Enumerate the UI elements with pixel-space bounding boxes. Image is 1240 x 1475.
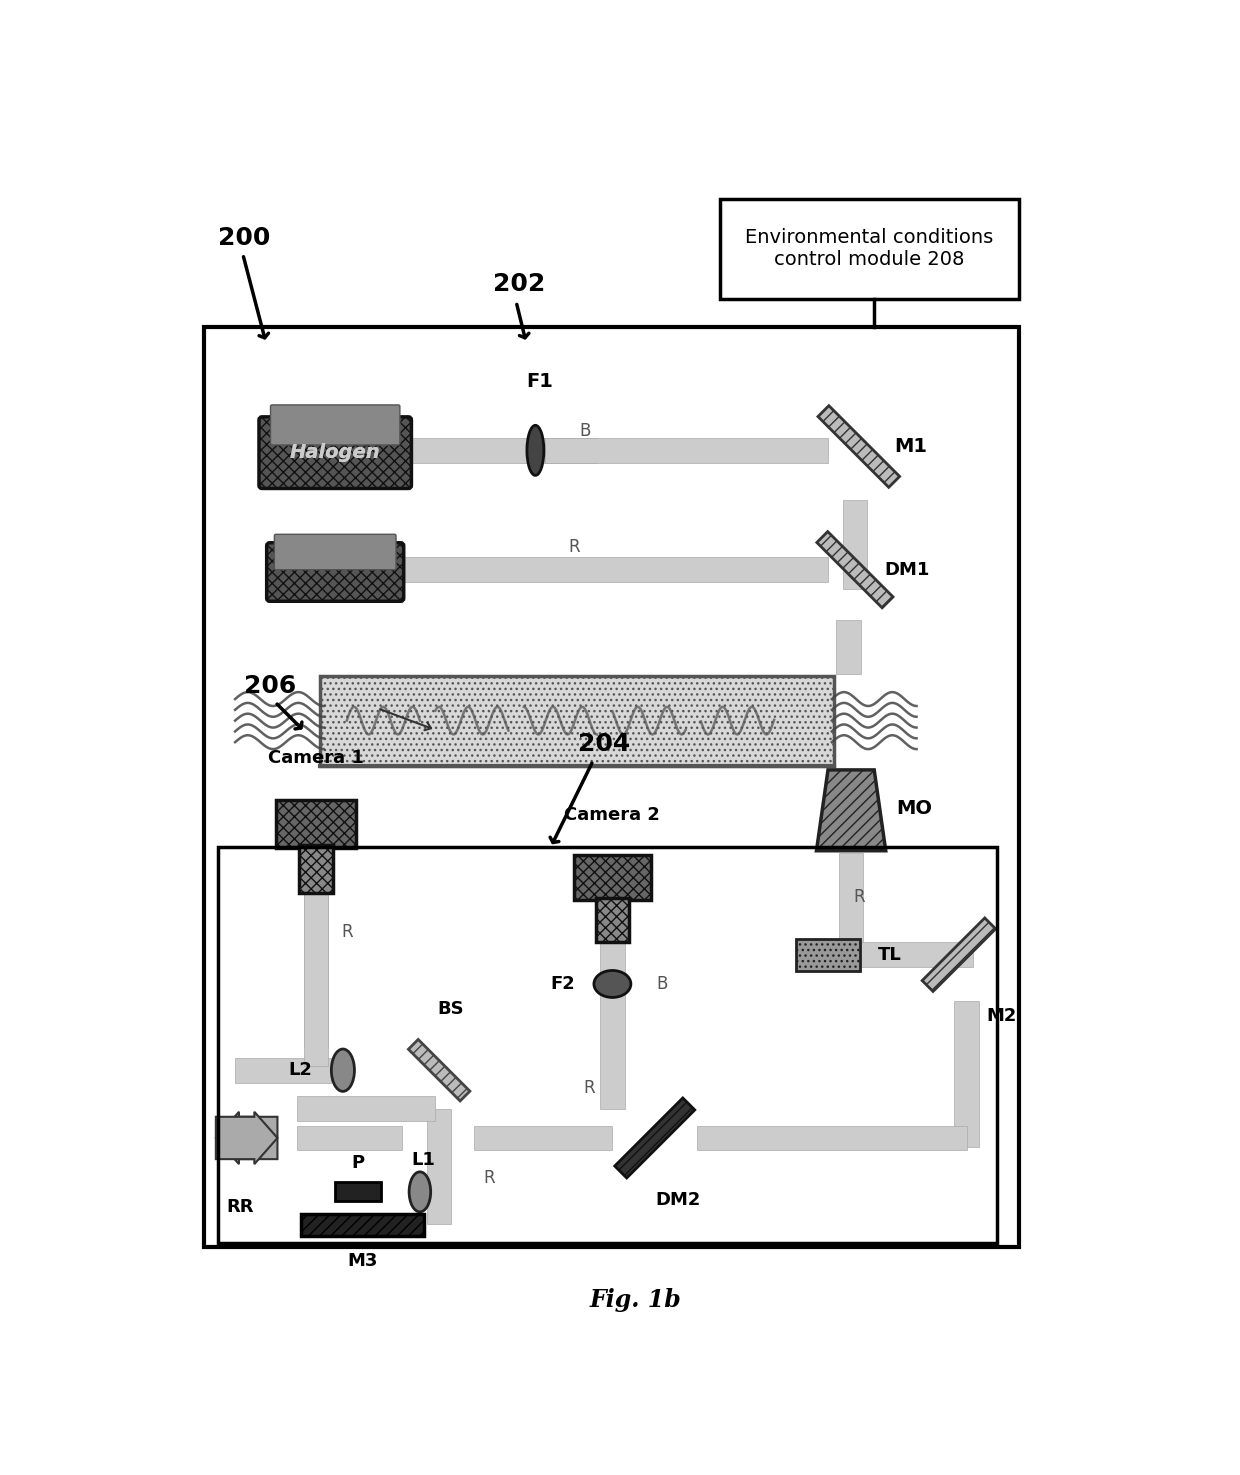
Text: Environmental conditions
control module 208: Environmental conditions control module …: [745, 229, 993, 268]
Text: BS: BS: [438, 1000, 464, 1018]
Text: Halogen: Halogen: [290, 442, 381, 462]
Polygon shape: [474, 1125, 613, 1150]
FancyBboxPatch shape: [277, 799, 356, 848]
Polygon shape: [304, 870, 329, 1047]
FancyBboxPatch shape: [320, 676, 835, 766]
Polygon shape: [296, 1096, 435, 1121]
Text: 200: 200: [218, 226, 270, 249]
Text: R: R: [341, 922, 352, 941]
Polygon shape: [304, 870, 329, 1066]
Text: DM1: DM1: [884, 560, 930, 578]
Polygon shape: [837, 620, 861, 674]
FancyArrow shape: [216, 1112, 278, 1164]
Polygon shape: [600, 922, 625, 1109]
FancyBboxPatch shape: [259, 417, 412, 488]
Ellipse shape: [409, 1171, 430, 1212]
Text: 206: 206: [244, 674, 296, 698]
Ellipse shape: [594, 971, 631, 997]
Text: L1: L1: [412, 1150, 435, 1168]
Polygon shape: [544, 438, 828, 463]
Text: Camera 1: Camera 1: [268, 749, 363, 767]
FancyBboxPatch shape: [267, 543, 404, 602]
Text: 204: 204: [578, 732, 630, 755]
Text: Camera 2: Camera 2: [564, 805, 661, 823]
FancyArrow shape: [216, 1112, 278, 1164]
Ellipse shape: [331, 1049, 355, 1092]
Polygon shape: [838, 853, 863, 954]
Polygon shape: [402, 558, 828, 583]
FancyBboxPatch shape: [796, 938, 859, 971]
Polygon shape: [923, 917, 996, 991]
Polygon shape: [818, 406, 900, 487]
Polygon shape: [697, 1125, 967, 1150]
Polygon shape: [427, 1109, 451, 1224]
Bar: [205, 327, 1019, 1248]
Text: Fig. 1b: Fig. 1b: [590, 1288, 681, 1311]
FancyBboxPatch shape: [274, 534, 396, 569]
Text: TL: TL: [878, 945, 901, 963]
Polygon shape: [955, 1002, 978, 1148]
Bar: [218, 847, 997, 1243]
Text: B: B: [657, 975, 668, 993]
Polygon shape: [296, 1125, 402, 1150]
Text: M1: M1: [894, 437, 928, 456]
Text: R: R: [584, 1078, 595, 1097]
Text: R: R: [853, 888, 864, 906]
Polygon shape: [409, 438, 596, 463]
Text: 202: 202: [494, 271, 546, 296]
Text: R: R: [568, 537, 580, 556]
Polygon shape: [817, 531, 893, 608]
Text: B: B: [580, 422, 591, 440]
Text: M2: M2: [986, 1007, 1017, 1025]
Text: RR: RR: [227, 1198, 254, 1217]
Text: P: P: [352, 1153, 365, 1171]
Polygon shape: [408, 1040, 470, 1100]
Bar: [720, 199, 1019, 298]
Polygon shape: [843, 500, 867, 589]
Text: DM2: DM2: [655, 1190, 701, 1208]
Bar: [300, 1214, 424, 1236]
Polygon shape: [830, 947, 851, 971]
Ellipse shape: [527, 425, 544, 475]
Text: Halogen: Halogen: [290, 442, 381, 462]
Polygon shape: [837, 770, 861, 851]
FancyBboxPatch shape: [574, 855, 651, 900]
Text: F2: F2: [551, 975, 574, 993]
Text: M3: M3: [347, 1252, 377, 1270]
FancyBboxPatch shape: [270, 406, 399, 445]
Polygon shape: [816, 770, 885, 851]
FancyBboxPatch shape: [596, 898, 629, 943]
FancyBboxPatch shape: [299, 845, 332, 892]
Bar: [335, 1181, 382, 1201]
Text: MO: MO: [897, 799, 932, 819]
Polygon shape: [861, 943, 972, 968]
Text: R: R: [484, 1170, 495, 1187]
Polygon shape: [615, 1097, 694, 1179]
Text: F1: F1: [526, 372, 553, 391]
Polygon shape: [236, 1058, 331, 1083]
Text: L2: L2: [289, 1061, 312, 1080]
